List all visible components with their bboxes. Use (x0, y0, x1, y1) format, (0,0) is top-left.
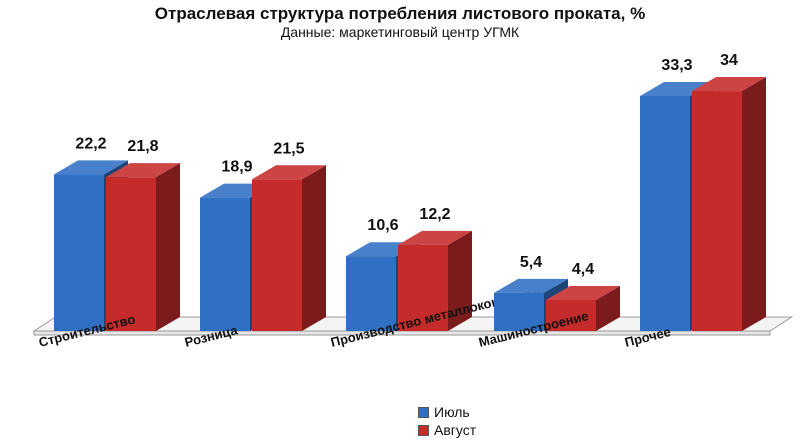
bar-july-0 (54, 174, 104, 331)
chart-legend: Июль Август (418, 403, 476, 439)
value-label-july-2: 10,6 (367, 217, 398, 234)
bar-july-3 (494, 292, 544, 331)
legend-item-july: Июль (418, 403, 476, 421)
chart-title: Отраслевая структура потребления листово… (154, 4, 646, 23)
value-label-august-1: 21,5 (273, 140, 304, 157)
bar-side-august-3 (596, 285, 620, 331)
bar-august-3 (546, 299, 596, 331)
value-label-august-4: 34 (720, 52, 738, 69)
bar-august-2 (398, 244, 448, 331)
value-label-august-0: 21,8 (127, 138, 158, 155)
bar-top-july-0 (54, 160, 128, 175)
bar-top-august-3 (546, 285, 620, 300)
bar-july-1 (200, 197, 250, 331)
value-label-july-3: 5,4 (520, 254, 542, 271)
value-label-august-2: 12,2 (419, 206, 450, 223)
chart-subtitle: Данные: маркетинговый центр УГМК (280, 24, 520, 40)
bar-august-1 (252, 179, 302, 331)
value-label-july-1: 18,9 (221, 159, 252, 176)
bar-side-august-1 (302, 165, 326, 331)
value-label-july-0: 22,2 (75, 135, 106, 152)
bar-top-july-3 (494, 278, 568, 293)
bar-side-august-4 (742, 77, 766, 331)
bar-august-0 (106, 177, 156, 331)
legend-label-july: Июль (434, 404, 470, 420)
bar-side-august-0 (156, 163, 180, 331)
bar-july-2 (346, 256, 396, 331)
legend-swatch-august (418, 424, 429, 436)
bar-july-4 (640, 96, 690, 331)
bar-side-august-2 (448, 230, 472, 331)
bar-top-august-1 (252, 165, 326, 180)
bar-top-august-2 (398, 230, 472, 245)
bar-august-4 (692, 91, 742, 331)
legend-swatch-july (418, 406, 429, 418)
bar-top-august-0 (106, 163, 180, 178)
value-label-july-4: 33,3 (661, 57, 692, 74)
value-label-august-3: 4,4 (572, 261, 594, 278)
bar-top-august-4 (692, 77, 766, 92)
legend-label-august: Август (434, 422, 477, 438)
legend-item-august: Август (418, 421, 476, 439)
